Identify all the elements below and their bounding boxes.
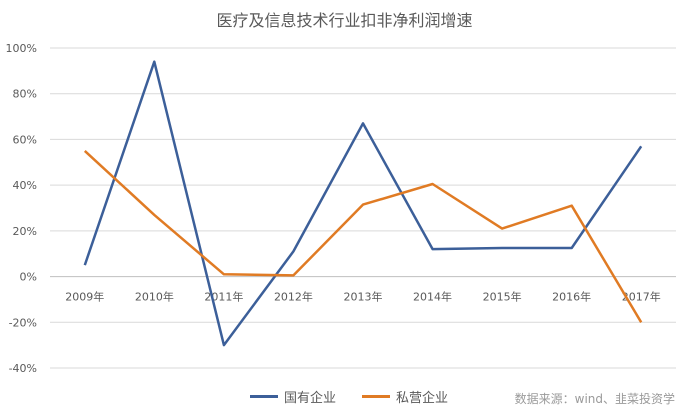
series-line-private [83, 149, 643, 323]
x-tick-label: 2009年 [65, 290, 104, 304]
chart-title: 医疗及信息技术行业扣非净利润增速 [216, 11, 473, 30]
x-tick-label: 2010年 [135, 290, 174, 304]
gridlines [50, 47, 676, 369]
x-tick-label: 2012年 [274, 290, 313, 304]
y-tick-label: 0% [20, 271, 37, 284]
y-tick-label: 60% [13, 133, 37, 146]
x-tick-label: 2016年 [552, 290, 591, 304]
legend-swatch-private [362, 394, 391, 398]
x-tick-label: 2017年 [622, 290, 661, 304]
y-tick-label: -40% [9, 362, 37, 375]
x-tick-label: 2014年 [413, 290, 452, 304]
legend-label-state-owned: 国有企业 [284, 390, 337, 406]
legend-label-private: 私营企业 [396, 390, 449, 406]
y-tick-label: 100% [6, 42, 37, 55]
legend: 国有企业 私营企业 [250, 386, 474, 406]
series-line-state-owned [83, 60, 643, 347]
legend-item-state-owned: 国有企业 [250, 387, 336, 406]
x-tick-label: 2011年 [204, 290, 243, 304]
y-tick-label: 80% [13, 88, 37, 101]
source-note: 数据来源：wind、韭菜投资学 [514, 392, 675, 406]
legend-swatch-state-owned [250, 394, 278, 398]
y-axis-tick-labels: -40% -20% 0% 20% 40% 60% 80% 100% [6, 42, 37, 375]
y-tick-label: 40% [13, 179, 37, 192]
x-tick-label: 2015年 [483, 290, 522, 304]
y-tick-label: 20% [13, 225, 37, 238]
legend-item-private: 私营企业 [362, 387, 448, 406]
series-lines [83, 60, 643, 347]
y-tick-label: -20% [9, 316, 37, 329]
x-axis-tick-labels: 2009年 2010年 2011年 2012年 2013年 2014年 2015年 2016年… [65, 290, 660, 304]
x-tick-label: 2013年 [344, 290, 383, 304]
